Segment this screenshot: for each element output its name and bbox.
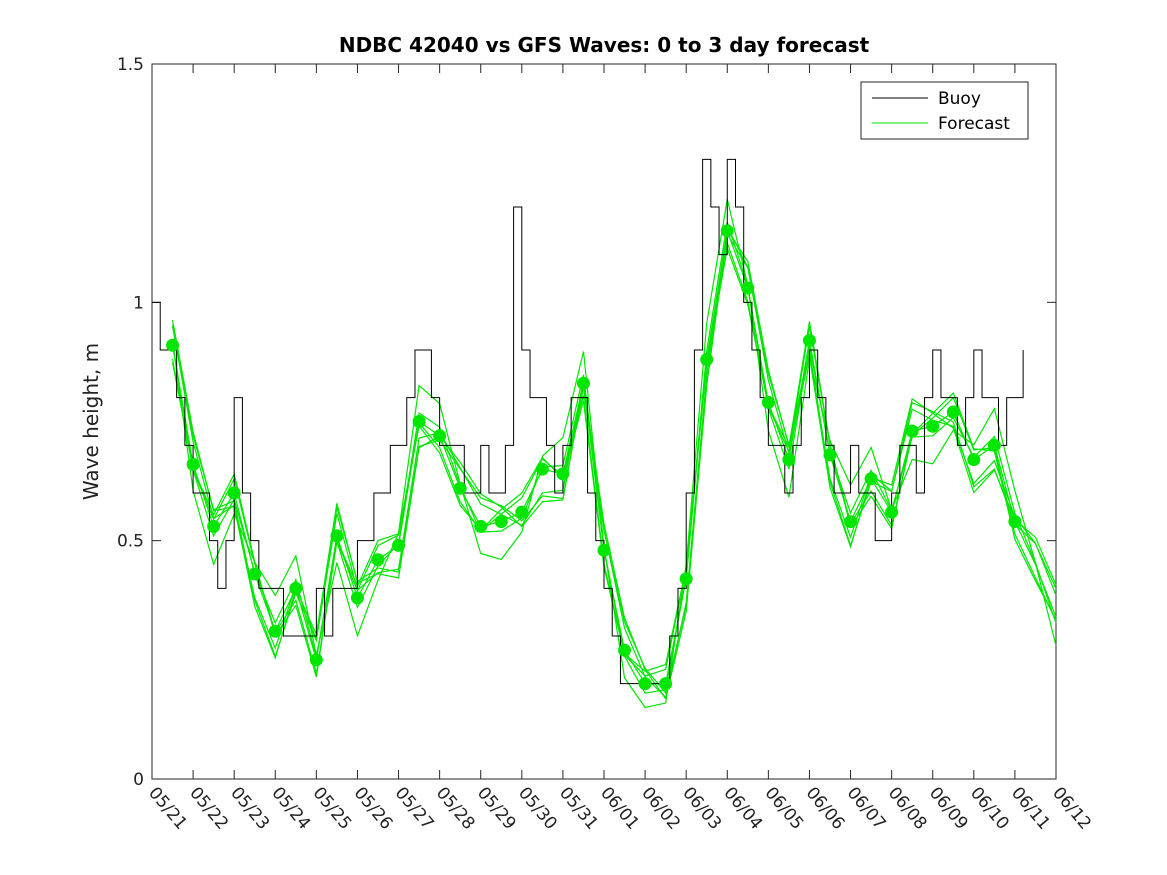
y-tick-label: 0.5 bbox=[117, 532, 144, 552]
legend: Buoy Forecast bbox=[860, 81, 1029, 140]
forecast-marker bbox=[309, 653, 323, 667]
forecast-marker bbox=[823, 448, 837, 462]
forecast-marker bbox=[515, 505, 529, 519]
forecast-marker bbox=[926, 419, 940, 433]
forecast-marker bbox=[186, 457, 200, 471]
forecast-marker bbox=[433, 429, 447, 443]
y-tick-label: 0 bbox=[133, 770, 144, 790]
y-tick-label: 1 bbox=[133, 293, 144, 313]
forecast-marker bbox=[207, 519, 221, 533]
buoy-series-line bbox=[152, 158, 1024, 685]
forecast-marker bbox=[885, 505, 899, 519]
forecast-line-7 bbox=[171, 232, 1057, 695]
forecast-marker bbox=[330, 529, 344, 543]
plot-area: 00.511.5 05/2105/2205/2305/2405/2505/260… bbox=[117, 55, 1095, 834]
forecast-marker bbox=[659, 677, 673, 691]
forecast-marker bbox=[289, 581, 303, 595]
forecast-marker bbox=[679, 572, 693, 586]
forecast-marker bbox=[741, 281, 755, 295]
chart-title: NDBC 42040 vs GFS Waves: 0 to 3 day fore… bbox=[339, 33, 870, 57]
forecast-marker bbox=[227, 486, 241, 500]
forecast-marker bbox=[987, 438, 1001, 452]
forecast-marker bbox=[1008, 515, 1022, 529]
forecast-series-lines bbox=[171, 199, 1057, 709]
forecast-marker bbox=[782, 453, 796, 467]
forecast-marker bbox=[844, 515, 858, 529]
forecast-marker bbox=[494, 515, 508, 529]
forecast-line-6 bbox=[171, 222, 1057, 694]
forecast-marker bbox=[638, 677, 652, 691]
legend-box bbox=[860, 81, 1029, 140]
forecast-marker bbox=[864, 472, 878, 486]
forecast-marker bbox=[576, 376, 590, 390]
forecast-marker bbox=[802, 333, 816, 347]
legend-forecast-label: Forecast bbox=[938, 114, 1010, 134]
buoy-line-path bbox=[152, 158, 1024, 685]
forecast-marker bbox=[905, 424, 919, 438]
forecast-marker bbox=[392, 538, 406, 552]
y-tick-label: 1.5 bbox=[117, 55, 144, 75]
forecast-marker bbox=[350, 591, 364, 605]
forecast-marker bbox=[166, 338, 180, 352]
forecast-marker bbox=[761, 395, 775, 409]
y-axis-label: Wave height, m bbox=[79, 343, 103, 500]
forecast-marker bbox=[371, 553, 385, 567]
forecast-marker bbox=[474, 519, 488, 533]
forecast-marker bbox=[618, 643, 632, 657]
forecast-marker bbox=[268, 624, 282, 638]
forecast-marker bbox=[248, 567, 262, 581]
forecast-marker bbox=[556, 467, 570, 481]
forecast-marker bbox=[946, 405, 960, 419]
forecast-line-4 bbox=[171, 228, 1057, 701]
forecast-marker bbox=[535, 462, 549, 476]
legend-buoy-label: Buoy bbox=[938, 89, 981, 109]
forecast-marker bbox=[597, 543, 611, 557]
forecast-marker bbox=[967, 453, 981, 467]
forecast-marker bbox=[453, 481, 467, 495]
y-axis-ticks: 0 0.5 1 1.5 bbox=[117, 55, 1056, 790]
forecast-marker bbox=[720, 224, 734, 238]
forecast-marker bbox=[700, 353, 714, 367]
axes-box bbox=[151, 63, 1057, 780]
forecast-markers bbox=[166, 224, 1022, 691]
forecast-marker bbox=[412, 415, 426, 428]
